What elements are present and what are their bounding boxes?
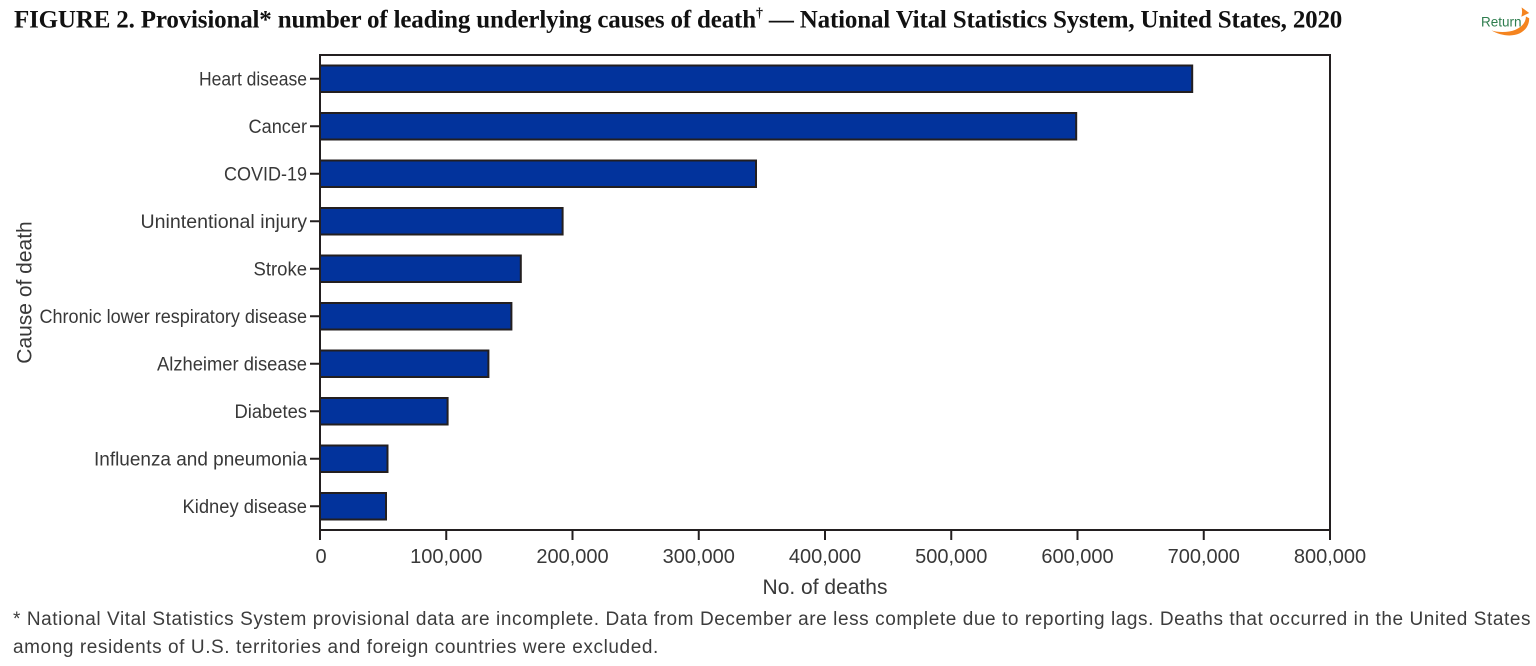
svg-text:Kidney disease: Kidney disease	[183, 497, 308, 518]
svg-text:800,000: 800,000	[1294, 546, 1366, 568]
svg-text:200,000: 200,000	[536, 546, 608, 568]
svg-text:0: 0	[315, 546, 326, 568]
svg-text:Diabetes: Diabetes	[235, 402, 308, 423]
svg-text:Cancer: Cancer	[249, 117, 308, 138]
svg-text:700,000: 700,000	[1168, 546, 1240, 568]
svg-text:Unintentional injury: Unintentional injury	[141, 212, 308, 233]
svg-text:400,000: 400,000	[789, 546, 861, 568]
svg-text:Alzheimer disease: Alzheimer disease	[157, 355, 307, 376]
svg-text:COVID-19: COVID-19	[224, 165, 307, 186]
svg-text:Chronic lower respiratory dise: Chronic lower respiratory disease	[40, 307, 308, 328]
svg-text:Stroke: Stroke	[254, 260, 308, 281]
svg-text:No. of deaths: No. of deaths	[763, 576, 888, 599]
svg-text:300,000: 300,000	[663, 546, 735, 568]
svg-text:Influenza and pneumonia: Influenza and pneumonia	[94, 450, 307, 471]
svg-text:600,000: 600,000	[1041, 546, 1113, 568]
svg-text:Return: Return	[1481, 14, 1522, 29]
svg-text:500,000: 500,000	[915, 546, 987, 568]
svg-text:Heart disease: Heart disease	[199, 70, 307, 91]
svg-text:Cause of death: Cause of death	[14, 221, 37, 363]
svg-text:100,000: 100,000	[410, 546, 482, 568]
